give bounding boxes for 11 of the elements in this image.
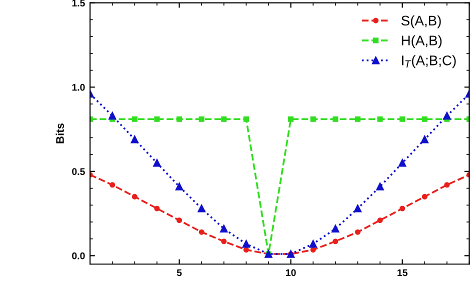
legend-label: S(A,B): [401, 15, 441, 28]
x-tick-label: 5: [176, 269, 182, 276]
x-tick-label: 10: [286, 269, 296, 276]
y-tick-label: 1.0: [72, 84, 85, 91]
y-tick-label: 0.5: [72, 168, 85, 176]
y-axis-title: Bits: [56, 123, 64, 144]
y-tick-label: 1.5: [72, 0, 85, 6]
y-tick-label: 0.0: [72, 252, 85, 260]
legend-label: I$_{T}$(A;B;C): [402, 55, 456, 68]
x-tick-label: 15: [398, 269, 408, 276]
legend-label: H(A,B): [402, 35, 442, 48]
